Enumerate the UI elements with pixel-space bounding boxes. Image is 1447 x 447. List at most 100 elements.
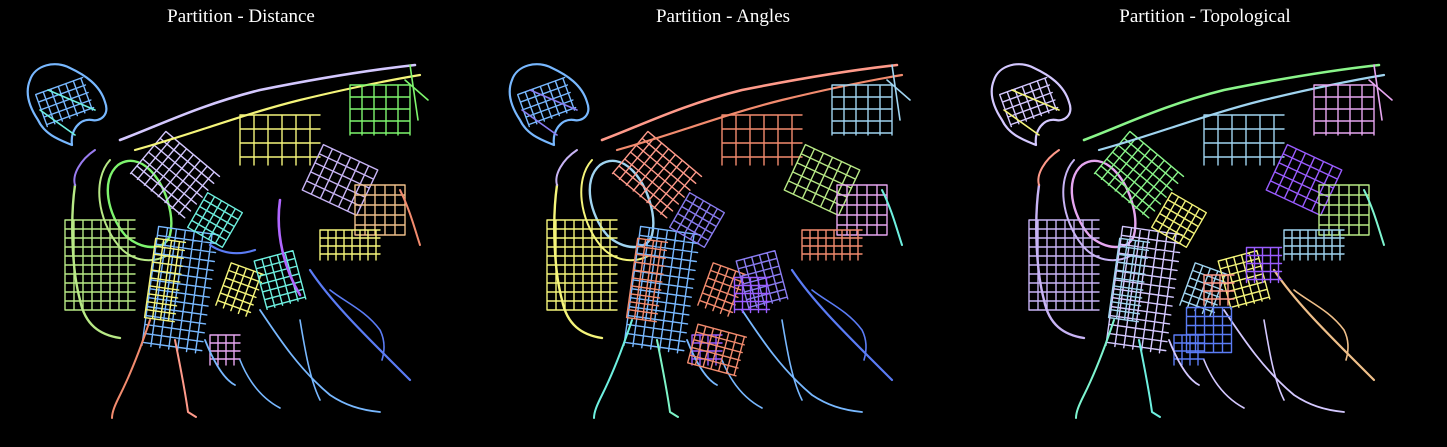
central-north-grid (129, 130, 221, 219)
northeast-grid (239, 114, 321, 166)
central-east-grid (668, 191, 726, 249)
north-highway (118, 63, 417, 142)
west-district-grid (1028, 219, 1100, 311)
outer-ring-road (1062, 159, 1133, 262)
street-segment (404, 64, 429, 121)
far-east-grid (1318, 184, 1370, 236)
street-segment (1293, 289, 1349, 361)
far-east-grid (1318, 184, 1370, 236)
south-tail-west (111, 319, 151, 419)
south-tail-west (1075, 319, 1115, 419)
south-tail-west (593, 319, 633, 419)
street-segment (1168, 339, 1200, 386)
central-south-block (625, 237, 669, 323)
east-yellow-grid (319, 229, 381, 261)
west-district-grid (546, 219, 618, 311)
central-east-grid (668, 191, 726, 249)
south-purple-grid (733, 276, 771, 314)
panel-angles: Partition - Angles (482, 0, 964, 447)
purple-district-grid (1245, 246, 1283, 284)
peninsula-outline (508, 63, 590, 147)
south-orange-grid (686, 323, 748, 377)
far-northeast-grid (831, 84, 893, 136)
panel-title: Partition - Angles (655, 6, 791, 27)
central-east-grid (186, 191, 244, 249)
far-northeast-grid (1313, 84, 1375, 136)
street-segment (329, 289, 385, 361)
street-segment (73, 149, 96, 186)
far-northeast-grid (349, 84, 411, 136)
west-district-grid (64, 219, 136, 311)
south-cyan-grid (253, 249, 307, 311)
far-northeast-grid (349, 84, 411, 136)
central-north-grid (611, 130, 703, 219)
east-grid (1265, 143, 1343, 217)
east-yellow-grid (801, 229, 863, 261)
west-district-grid (64, 219, 136, 311)
salmon-district-grid (1203, 274, 1235, 306)
street-segment (39, 89, 96, 136)
central-south-grid (623, 225, 701, 354)
lake-ring-road (588, 159, 655, 249)
street-segment (686, 339, 718, 386)
west-boundary-road (71, 183, 122, 340)
far-east-grid (354, 184, 406, 236)
street-segment (721, 319, 803, 409)
northeast-grid (721, 114, 803, 166)
central-east-grid (1150, 191, 1208, 249)
salmon-district-grid (1203, 274, 1235, 306)
north-highway-parallel (1097, 73, 1386, 152)
central-east-grid (186, 191, 244, 249)
lake-ring-road (106, 159, 173, 249)
outer-ring-road (98, 159, 169, 262)
central-east-grid (1150, 191, 1208, 249)
south-orange-grid (686, 323, 748, 377)
northeast-grid (1203, 114, 1285, 166)
central-south-grid (141, 225, 219, 354)
central-south-grid (1105, 225, 1183, 354)
street-segment (204, 339, 236, 386)
street-segment (811, 289, 867, 361)
north-highway-parallel (133, 73, 422, 152)
south-tail-east (656, 339, 679, 418)
central-south-grid (623, 225, 701, 354)
southeast-road (1223, 309, 1345, 413)
far-east-grid (836, 184, 888, 236)
south-central-grid (215, 262, 265, 317)
central-south-block (1107, 237, 1151, 323)
street-segment (1368, 64, 1393, 121)
east-yellow-grid (801, 229, 863, 261)
street-segment (1037, 149, 1060, 186)
west-boundary-road (553, 183, 604, 340)
east-grid (783, 143, 861, 217)
south-tail-east (1138, 339, 1161, 418)
blue-district-grid (1185, 306, 1233, 354)
west-boundary-road (1035, 183, 1086, 340)
blue-district-grid (1185, 306, 1233, 354)
peninsula-outline (990, 63, 1072, 147)
south-purple-grid (733, 276, 771, 314)
district-boundary (208, 243, 257, 255)
far-east-grid (836, 184, 888, 236)
west-district-grid (1028, 219, 1100, 311)
north-highway (1082, 63, 1381, 142)
east-yellow-grid (1283, 229, 1345, 261)
east-grid (301, 143, 379, 217)
north-highway (600, 63, 899, 142)
southeast-artery (790, 268, 894, 382)
central-south-block (625, 237, 669, 323)
central-north-grid (129, 130, 221, 219)
south-central-grid (215, 262, 265, 317)
central-north-grid (1093, 130, 1185, 219)
street-network-map (990, 63, 1393, 419)
lake-ring-road (1070, 159, 1137, 249)
panel-topological: Partition - Topological (964, 0, 1446, 447)
far-northeast-grid (831, 84, 893, 136)
panel-title: Partition - Topological (1119, 6, 1291, 27)
street-segment (1003, 89, 1060, 136)
street-segment (1203, 319, 1285, 409)
purple-district-grid (1245, 246, 1283, 284)
northeast-grid (239, 114, 321, 166)
central-south-grid (141, 225, 219, 354)
east-grid (783, 143, 861, 217)
